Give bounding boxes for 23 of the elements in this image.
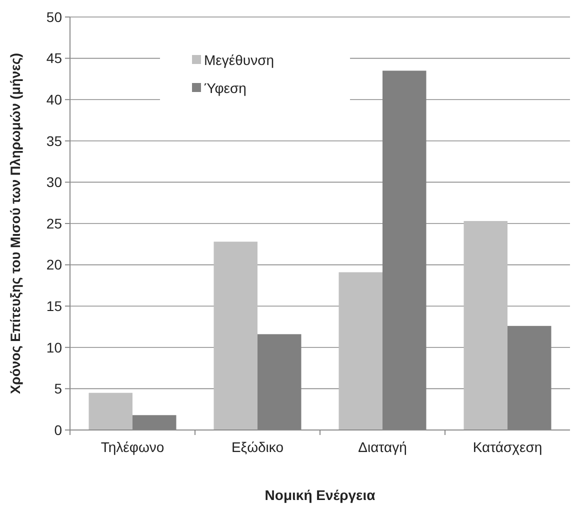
x-tick-label: Διαταγή [358,439,407,455]
y-tick-label: 15 [46,298,62,314]
x-tick-label: Τηλέφωνο [100,439,164,455]
y-tick-label: 5 [54,380,62,397]
y-tick-label: 0 [54,422,62,438]
y-tick-label: 30 [46,174,62,190]
x-axis-title: Νομική Ενέργεια [264,487,376,503]
y-tick-label: 10 [46,339,62,356]
bar [464,221,508,430]
x-tick-label: Κατάσχεση [472,439,542,455]
y-tick-label: 50 [46,8,62,25]
y-axis-title: Χρόνος Επίτευξης του Μισού των Πληρωμών (μήνες) [8,52,23,394]
bar [88,392,132,430]
y-tick-label: 25 [46,215,62,232]
y-tick-label: 40 [46,92,62,108]
bar [214,242,258,430]
y-tick-label: 20 [46,256,62,273]
y-tick-label: 45 [46,50,62,66]
y-tick-label: 35 [46,132,62,149]
legend-label: Ύφεση [204,80,246,96]
x-tick-label: Εξώδικο [231,439,284,455]
bar [338,272,382,430]
legend-label: Μεγέθυνση [204,52,274,68]
